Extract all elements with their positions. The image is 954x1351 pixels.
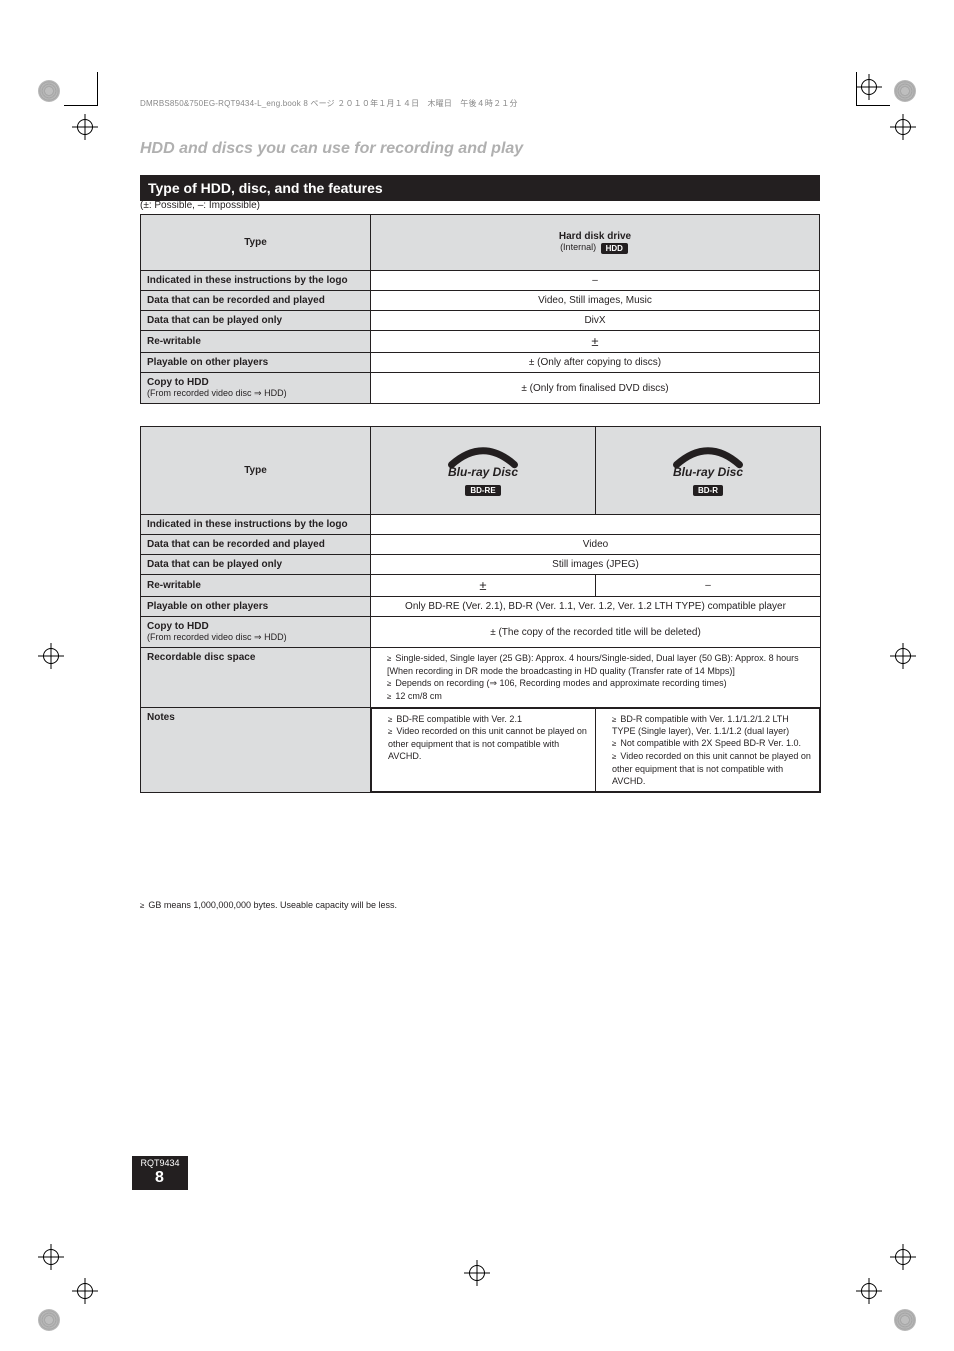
notes-r-3: Video recorded on this unit cannot be pl… <box>612 750 813 787</box>
t2-ext-label: Playable on other players <box>141 597 371 617</box>
t2-data-label: Data that can be recorded and played <box>141 535 371 555</box>
bd-logo-r: Blu-ray Disc <box>673 445 743 479</box>
reg-mark-tr <box>858 76 880 98</box>
t2-rewrite-bdr: – <box>596 575 821 597</box>
rqt-code: RQT9434 <box>140 1159 179 1169</box>
notes-r-1: BD-R compatible with Ver. 1.1/1.2/1.2 LT… <box>612 713 813 738</box>
gb-footnote: GB means 1,000,000,000 bytes. Useable ca… <box>140 900 397 910</box>
page-container: DMRBS850&750EG-RQT9434-L_eng.book 8 ページ … <box>0 0 954 1351</box>
reg-mark-right <box>892 645 914 667</box>
t1-logo-label: Indicated in these instructions by the l… <box>141 271 371 291</box>
t1-h-hdd: Hard disk drive (Internal) HDD <box>371 215 820 271</box>
reg-mark-left <box>40 645 62 667</box>
t1-ext-val: ± (Only after copying to discs) <box>371 353 820 373</box>
notes-r-2: Not compatible with 2X Speed BD-R Ver. 1… <box>612 737 813 750</box>
t2-ext-val: Only BD-RE (Ver. 2.1), BD-R (Ver. 1.1, V… <box>371 597 821 617</box>
t2-h-bdre: Blu-ray Disc BD-RE <box>371 427 596 515</box>
t2-notes-val: BD-RE compatible with Ver. 2.1 Video rec… <box>371 707 821 793</box>
t2-play-val: Still images (JPEG) <box>371 555 821 575</box>
t1-data-label: Data that can be recorded and played <box>141 291 371 311</box>
t2-notes-label: Notes <box>141 707 371 793</box>
t1-rewrite-val: ± <box>371 331 820 353</box>
t1-copy-label: Copy to HDD (From recorded video disc ⇒ … <box>141 373 371 404</box>
t2-copy-val: ± (The copy of the recorded title will b… <box>371 617 821 648</box>
notes-re-1: BD-RE compatible with Ver. 2.1 <box>388 713 589 726</box>
t1-h-type: Type <box>141 215 371 271</box>
t1-copy-sub: (From recorded video disc ⇒ HDD) <box>147 388 287 398</box>
bd-logo-re: Blu-ray Disc <box>448 445 518 479</box>
section-bar: Type of HDD, disc, and the features <box>140 175 820 201</box>
t1-h-sub: (Internal) HDD <box>377 242 813 253</box>
reg-mark-br <box>858 1280 880 1302</box>
hdd-pill: HDD <box>601 243 628 254</box>
t2-logo-val <box>371 515 821 535</box>
reg-mark-center <box>466 1262 488 1284</box>
t2-h-bdr: Blu-ray Disc BD-R <box>596 427 821 515</box>
t1-rewrite-label: Re-writable <box>141 331 371 353</box>
t1-copy-val: ± (Only from finalised DVD discs) <box>371 373 820 404</box>
t2-h-type: Type <box>141 427 371 515</box>
t2-space-li3: 12 cm/8 cm <box>387 690 814 703</box>
t2-space-val: Single-sided, Single layer (25 GB): Appr… <box>371 648 821 708</box>
t2-space-li2: Depends on recording (⇒ 106, Recording m… <box>387 677 814 690</box>
rosette-tl <box>38 80 60 102</box>
bdr-pill: BD-R <box>693 485 723 496</box>
reg-mark-tr2 <box>892 116 914 138</box>
t1-play-label: Data that can be played only <box>141 311 371 331</box>
crop-line-top-v2 <box>856 72 857 106</box>
rosette-tr <box>894 80 916 102</box>
reg-mark-bl2 <box>40 1246 62 1268</box>
rosette-br <box>894 1309 916 1331</box>
t2-play-label: Data that can be played only <box>141 555 371 575</box>
t1-play-val: DivX <box>371 311 820 331</box>
t2-logo-label: Indicated in these instructions by the l… <box>141 515 371 535</box>
legend-note: (±: Possible, –: Impossible) <box>140 200 260 211</box>
t1-data-val: Video, Still images, Music <box>371 291 820 311</box>
t2-rewrite-bdre: ± <box>371 575 596 597</box>
rosette-bl <box>38 1309 60 1331</box>
page-title: HDD and discs you can use for recording … <box>140 140 523 158</box>
t2-copy-label: Copy to HDD (From recorded video disc ⇒ … <box>141 617 371 648</box>
t1-h-title: Hard disk drive <box>377 231 813 242</box>
reg-mark-bl <box>74 1280 96 1302</box>
crop-line-top-h2 <box>856 105 890 106</box>
t1-ext-label: Playable on other players <box>141 353 371 373</box>
notes-re-2: Video recorded on this unit cannot be pl… <box>388 725 589 762</box>
page-number-box: RQT9434 8 <box>132 1156 188 1190</box>
t1-logo-val: – <box>371 271 820 291</box>
bdre-pill: BD-RE <box>465 485 500 496</box>
hdd-table: Type Hard disk drive (Internal) HDD Indi… <box>140 214 820 404</box>
t2-rewrite-label: Re-writable <box>141 575 371 597</box>
t2-data-val: Video <box>371 535 821 555</box>
crop-line-top-v1 <box>97 72 98 106</box>
page-number: 8 <box>155 1169 165 1187</box>
t2-space-label: Recordable disc space <box>141 648 371 708</box>
bookline-text: DMRBS850&750EG-RQT9434-L_eng.book 8 ページ … <box>140 98 518 109</box>
bd-table: Type Blu-ray Disc BD-RE Blu-ray Disc B <box>140 426 821 793</box>
reg-mark-tl <box>74 116 96 138</box>
crop-line-top-h1 <box>64 105 98 106</box>
t2-copy-sub: (From recorded video disc ⇒ HDD) <box>147 632 287 642</box>
t2-space-li1: Single-sided, Single layer (25 GB): Appr… <box>387 652 814 677</box>
reg-mark-br2 <box>892 1246 914 1268</box>
